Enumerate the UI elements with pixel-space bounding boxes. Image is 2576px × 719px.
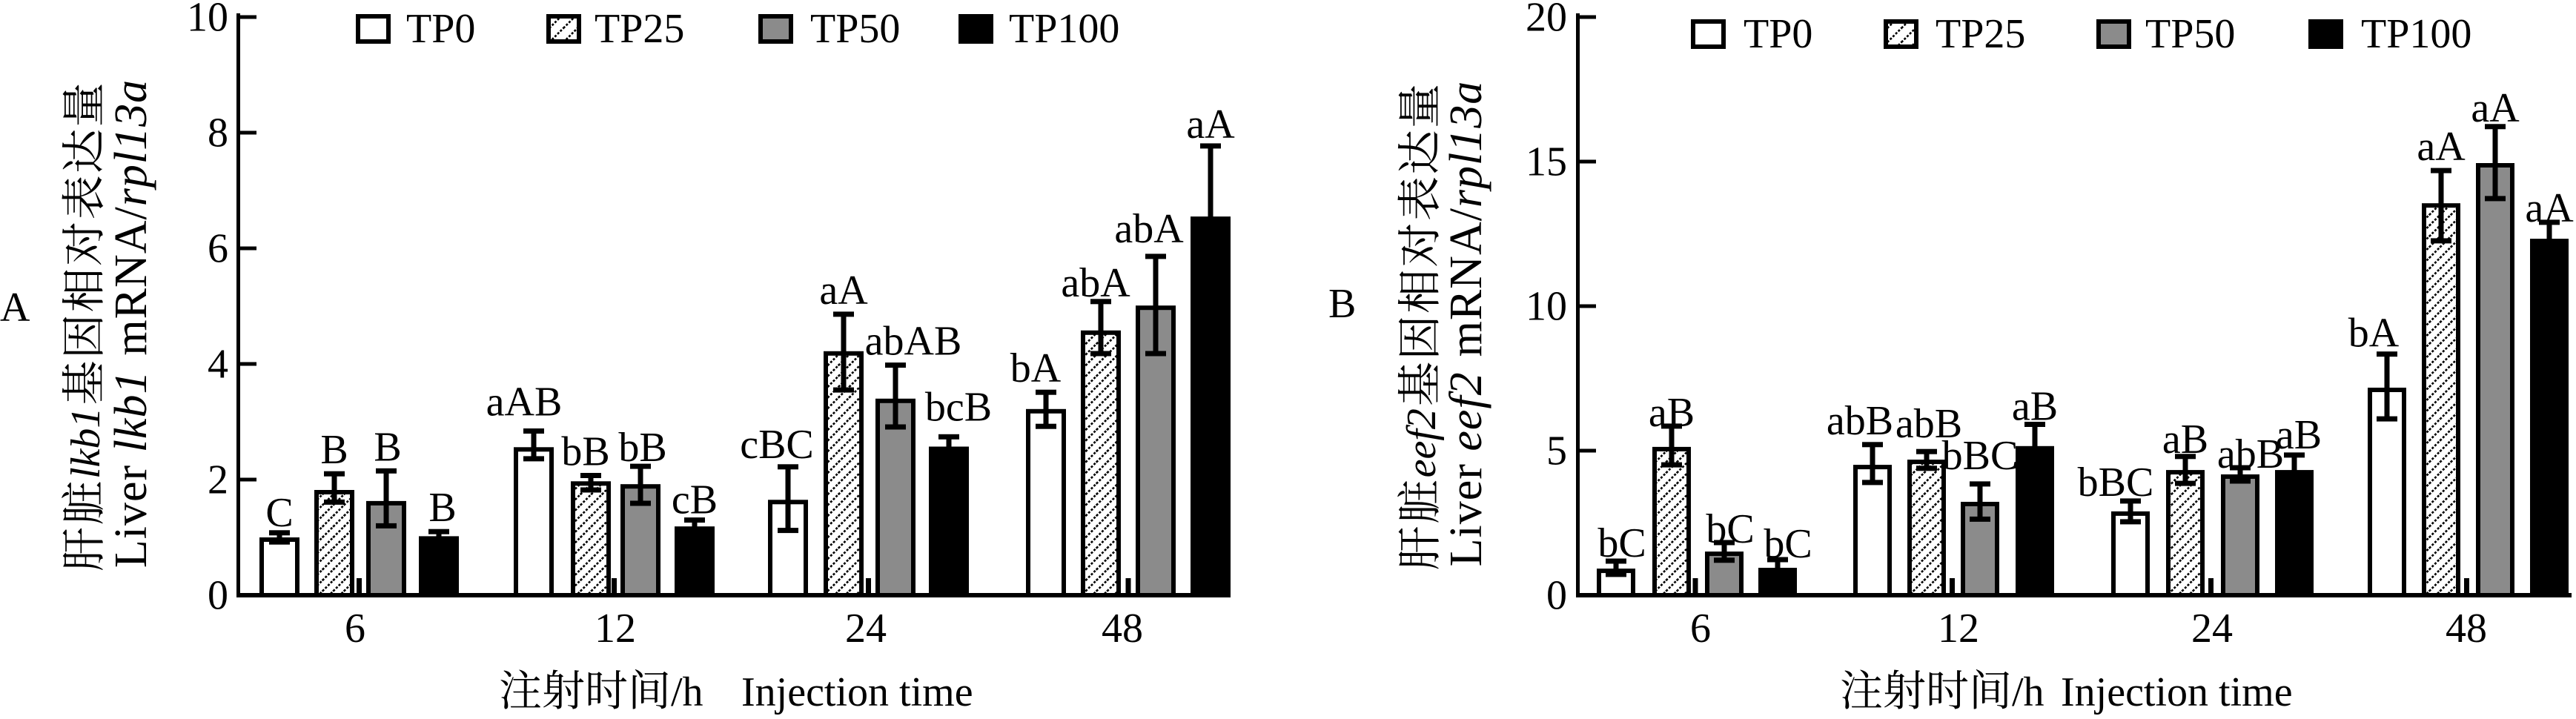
svg-text:0: 0	[208, 573, 228, 619]
svg-text:/h: /h	[2012, 669, 2044, 715]
svg-text:10: 10	[1526, 284, 1567, 330]
svg-text:Injection time: Injection time	[741, 669, 973, 715]
svg-text:15: 15	[1526, 139, 1567, 185]
svg-text:lkb1: lkb1	[106, 371, 156, 453]
svg-text:0: 0	[1546, 573, 1567, 619]
svg-text:bBC: bBC	[1942, 433, 2019, 479]
svg-text:B: B	[374, 424, 401, 470]
svg-text:abB: abB	[1895, 401, 1962, 447]
svg-text:mRNA/: mRNA/	[1441, 208, 1491, 369]
svg-text:cBC: cBC	[740, 422, 814, 468]
svg-text:C: C	[265, 490, 293, 536]
svg-text:24: 24	[2191, 606, 2233, 652]
svg-text:4: 4	[208, 342, 228, 388]
svg-text:aA: aA	[2525, 185, 2574, 231]
svg-text:eef2: eef2	[1399, 408, 1445, 477]
svg-text:B: B	[320, 427, 348, 473]
svg-text:lkb1: lkb1	[63, 408, 109, 479]
svg-text:aB: aB	[2012, 384, 2058, 430]
svg-text:aB: aB	[1649, 390, 1695, 436]
svg-text:aA: aA	[1186, 102, 1235, 148]
svg-text:TP25: TP25	[595, 6, 684, 52]
svg-text:aA: aA	[2471, 85, 2520, 131]
svg-text:10: 10	[187, 0, 228, 41]
svg-text:/h: /h	[671, 669, 703, 715]
svg-text:rpl13a: rpl13a	[1441, 81, 1491, 208]
svg-text:TP0: TP0	[1744, 11, 1812, 57]
svg-text:cB: cB	[672, 477, 718, 523]
svg-text:aB: aB	[2276, 412, 2322, 458]
svg-text:TP0: TP0	[406, 6, 475, 52]
svg-text:rpl13a: rpl13a	[106, 79, 156, 206]
svg-text:aA: aA	[819, 268, 868, 314]
svg-text:8: 8	[208, 110, 228, 156]
svg-text:6: 6	[345, 606, 365, 652]
svg-text:12: 12	[1938, 606, 1979, 652]
svg-text:TP50: TP50	[810, 6, 900, 52]
svg-text:eef2: eef2	[1441, 371, 1491, 451]
svg-text:48: 48	[1102, 606, 1143, 652]
svg-text:bcB: bcB	[925, 384, 992, 430]
svg-text:Injection time: Injection time	[2061, 669, 2293, 715]
svg-text:bA: bA	[1010, 345, 1062, 391]
svg-text:48: 48	[2446, 606, 2487, 652]
svg-text:2: 2	[208, 457, 228, 503]
svg-text:24: 24	[845, 606, 887, 652]
svg-text:abAB: abAB	[865, 319, 962, 365]
svg-text:bC: bC	[1706, 506, 1754, 552]
svg-text:12: 12	[595, 606, 636, 652]
svg-text:bC: bC	[1597, 520, 1646, 566]
svg-text:B: B	[428, 485, 456, 531]
svg-text:TP50: TP50	[2145, 11, 2235, 57]
svg-text:TP100: TP100	[2361, 11, 2471, 57]
svg-text:mRNA/: mRNA/	[106, 206, 156, 368]
svg-text:bB: bB	[618, 425, 666, 471]
svg-text:aA: aA	[2417, 124, 2466, 170]
svg-text:Liver: Liver	[1441, 451, 1491, 567]
svg-text:aB: aB	[2162, 417, 2208, 463]
svg-text:bBC: bBC	[2078, 460, 2154, 506]
svg-text:abA: abA	[1061, 260, 1130, 306]
svg-text:TP25: TP25	[1936, 11, 2025, 57]
svg-text:5: 5	[1546, 428, 1567, 474]
svg-text:abB: abB	[1827, 398, 1893, 444]
svg-text:A: A	[0, 285, 30, 331]
svg-text:B: B	[1328, 281, 1356, 327]
svg-text:bB: bB	[561, 429, 609, 475]
svg-text:6: 6	[1690, 606, 1711, 652]
svg-text:20: 20	[1526, 0, 1567, 41]
svg-text:6: 6	[208, 226, 228, 272]
svg-text:bC: bC	[1764, 521, 1812, 567]
svg-text:bA: bA	[2348, 311, 2400, 357]
svg-text:aAB: aAB	[486, 380, 563, 425]
svg-text:abB: abB	[2217, 431, 2284, 477]
svg-text:TP100: TP100	[1009, 6, 1119, 52]
svg-text:abA: abA	[1114, 206, 1184, 252]
svg-text:Liver: Liver	[106, 452, 156, 568]
